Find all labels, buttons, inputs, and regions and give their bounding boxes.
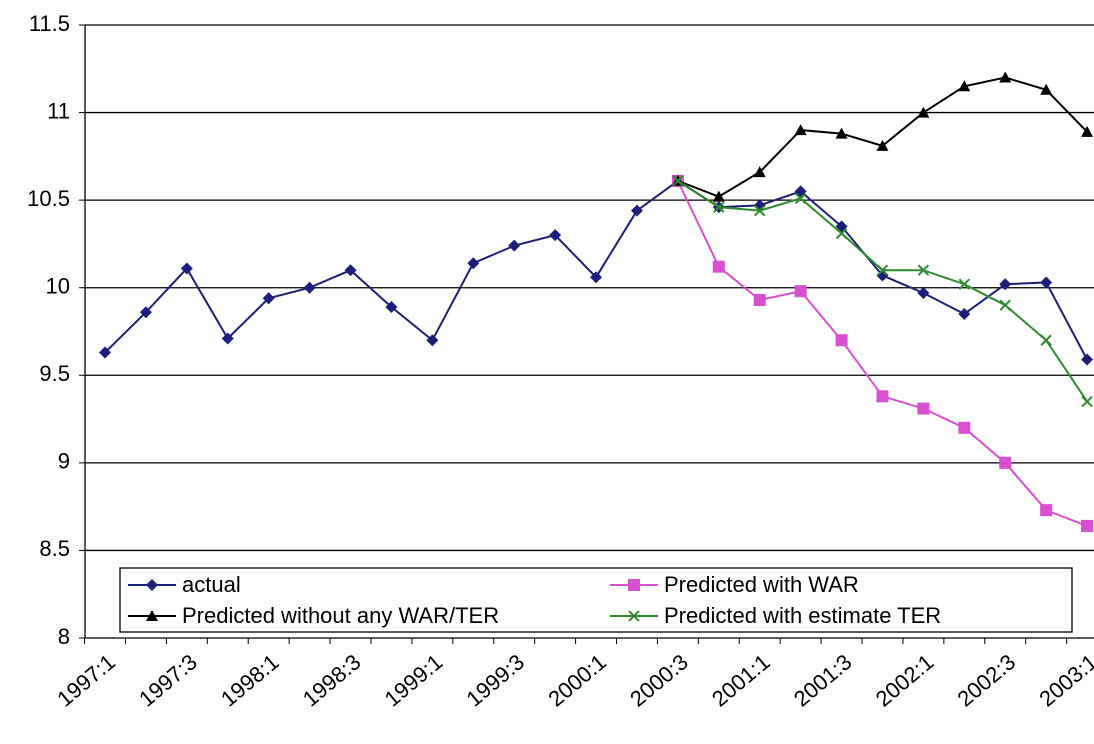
x-tick-label: 2003:1 [1034, 649, 1094, 711]
point [1040, 334, 1052, 346]
point [876, 139, 889, 151]
y-tick-label: 11.5 [29, 11, 70, 36]
point [713, 201, 725, 213]
legend-marker [628, 579, 640, 591]
y-tick-label: 10.5 [27, 186, 70, 211]
legend-label: Predicted with estimate TER [664, 603, 941, 628]
point [303, 281, 316, 294]
x-tick-label: 2002:3 [953, 649, 1021, 711]
point [1081, 353, 1094, 366]
x-tick-label: 1997:3 [134, 649, 202, 711]
y-tick-label: 9.5 [39, 361, 70, 386]
point [917, 286, 930, 299]
legend-marker [628, 610, 640, 622]
point [958, 80, 971, 92]
y-tick-label: 10 [46, 274, 70, 299]
y-tick-label: 9 [58, 449, 70, 474]
point [467, 257, 480, 270]
x-tick-label: 1998:3 [298, 649, 366, 711]
point [549, 229, 562, 242]
point [753, 293, 766, 306]
point [180, 262, 193, 275]
point [590, 271, 603, 284]
point [999, 456, 1012, 469]
x-tick-label: 1999:3 [462, 649, 530, 711]
y-tick-label: 11 [47, 98, 70, 123]
point [917, 402, 930, 415]
point [835, 227, 848, 240]
point [958, 278, 971, 290]
point [754, 204, 766, 217]
x-tick-label: 2000:1 [543, 649, 611, 711]
y-tick-label: 8.5 [39, 536, 70, 561]
series-line [676, 180, 1088, 527]
point [262, 292, 275, 305]
legend-box [119, 567, 1073, 633]
point [876, 264, 889, 276]
point [508, 239, 521, 252]
series-line [104, 179, 1088, 360]
point [835, 334, 848, 347]
point [958, 421, 971, 434]
x-tick-label: 1998:1 [216, 649, 284, 711]
point [1040, 504, 1053, 517]
point [99, 346, 111, 359]
point [1081, 125, 1094, 137]
point [1081, 395, 1093, 408]
x-tick-label: 2002:1 [871, 649, 939, 711]
point [1040, 83, 1053, 95]
point [139, 306, 152, 319]
legend-label: Predicted with WAR [664, 572, 859, 597]
point [958, 307, 971, 320]
series-line [677, 180, 1088, 403]
x-tick-label: 1999:1 [380, 649, 448, 711]
point [835, 127, 848, 139]
x-tick-label: 2000:3 [625, 649, 693, 711]
legend-marker [146, 579, 158, 591]
point [794, 124, 807, 136]
point [385, 300, 398, 313]
point [221, 332, 234, 345]
point [672, 175, 684, 187]
point [999, 278, 1012, 291]
point [712, 190, 725, 202]
point [917, 264, 930, 276]
point [426, 334, 439, 347]
point [1081, 519, 1094, 532]
point [999, 299, 1011, 311]
point [712, 260, 725, 273]
point [630, 204, 643, 217]
point [917, 106, 930, 118]
point [1040, 276, 1053, 289]
point [999, 71, 1012, 83]
point [876, 390, 889, 403]
point [794, 285, 807, 298]
x-tick-label: 2001:1 [707, 649, 775, 711]
series-line [677, 76, 1088, 198]
point [794, 192, 807, 205]
legend-label: actual [182, 572, 241, 597]
legend-label: Predicted without any WAR/TER [182, 603, 499, 628]
point [344, 264, 357, 277]
y-tick-label: 8 [58, 624, 70, 649]
point [753, 166, 766, 178]
x-tick-label: 1997:1 [52, 649, 120, 711]
x-tick-label: 2001:3 [789, 649, 857, 711]
legend-marker [146, 610, 158, 621]
